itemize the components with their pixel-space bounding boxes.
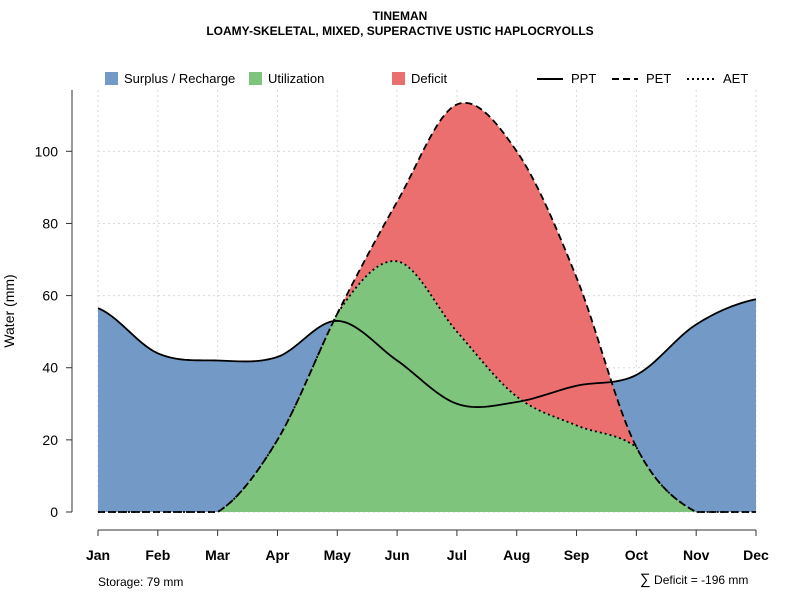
x-tick-label: Feb: [145, 547, 170, 563]
legend-surplus: Surplus / Recharge: [105, 71, 235, 86]
legend-deficit: Deficit: [392, 71, 447, 86]
sum-symbol: ∑: [640, 571, 651, 588]
series-line-pet: [98, 101, 756, 513]
y-tick-label: 100: [35, 143, 59, 159]
legend-label-utilization: Utilization: [268, 71, 325, 86]
x-tick-label: Aug: [503, 547, 530, 563]
x-tick-label: May: [324, 547, 351, 563]
y-tick-label: 60: [42, 288, 58, 304]
y-tick-label: 40: [42, 360, 58, 376]
x-tick-label: Jul: [447, 547, 467, 563]
legend-swatch-utilization: [249, 72, 262, 85]
legend-ppt: PPT: [537, 71, 596, 86]
legend-utilization: Utilization: [249, 71, 324, 86]
x-tick-label: Mar: [205, 547, 230, 563]
series-line-ppt: [97, 298, 757, 408]
y-tick-label: 80: [42, 215, 58, 231]
legend-label-deficit: Deficit: [411, 71, 448, 86]
legend-swatch-surplus: [105, 72, 118, 85]
legend-label-surplus: Surplus / Recharge: [124, 71, 236, 86]
x-tick-label: Nov: [683, 547, 710, 563]
deficit-note: ∑ Deficit = -196 mm: [640, 571, 748, 588]
legend-line-ppt: [537, 77, 563, 80]
area-surplus-recharge: [98, 299, 756, 512]
y-axis-label: Water (mm): [1, 274, 17, 347]
area-deficit: [98, 102, 756, 513]
legend-swatch-deficit: [392, 72, 405, 85]
x-tick-label: Jun: [385, 547, 410, 563]
storage-note: Storage: 79 mm: [98, 575, 184, 589]
x-tick-label: Dec: [743, 547, 769, 563]
y-tick-label: 0: [50, 504, 58, 520]
x-tick-label: Apr: [265, 547, 290, 563]
legend-pet: PET: [612, 71, 671, 86]
deficit-value: Deficit = -196 mm: [654, 573, 749, 587]
chart-subtitle: LOAMY-SKELETAL, MIXED, SUPERACTIVE USTIC…: [206, 24, 594, 38]
area-utilization: [98, 261, 756, 512]
y-tick-label: 20: [42, 432, 58, 448]
legend-label-aet: AET: [723, 71, 749, 86]
x-tick-label: Sep: [564, 547, 590, 563]
legend-line-pet: [612, 77, 638, 80]
x-tick-label: Jan: [86, 547, 110, 563]
legend-label-ppt: PPT: [571, 71, 597, 86]
chart-title: TINEMAN: [372, 9, 428, 23]
x-tick-label: Oct: [625, 547, 649, 563]
legend-label-pet: PET: [646, 71, 672, 86]
legend-aet: AET: [687, 71, 748, 86]
